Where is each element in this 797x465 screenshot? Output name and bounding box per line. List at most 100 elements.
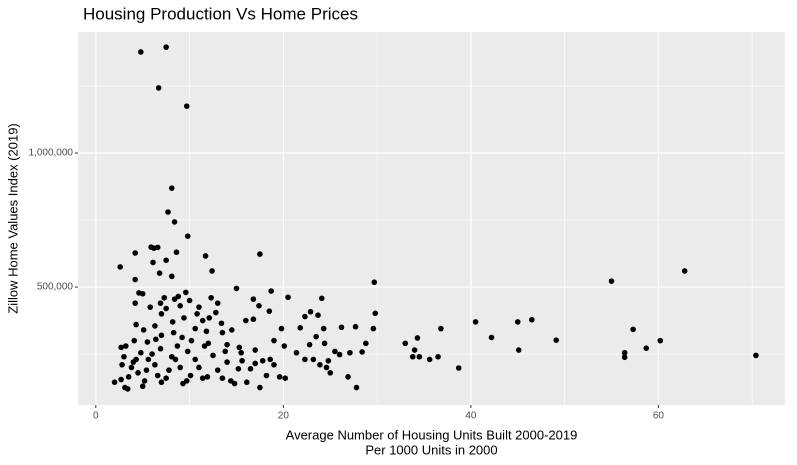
point <box>409 353 416 360</box>
point <box>152 323 158 329</box>
point <box>132 276 138 283</box>
point <box>202 253 209 259</box>
chart-title: Housing Production Vs Home Prices <box>83 4 358 23</box>
point <box>370 325 377 332</box>
point <box>163 257 169 264</box>
point <box>318 295 325 302</box>
point <box>186 297 193 304</box>
point <box>168 273 175 280</box>
point <box>173 249 180 256</box>
point <box>297 324 304 331</box>
point <box>184 348 191 355</box>
point <box>179 334 185 341</box>
point <box>332 348 338 355</box>
point <box>338 324 345 331</box>
point <box>156 270 163 276</box>
point <box>131 337 138 344</box>
point <box>325 357 332 364</box>
point <box>243 317 249 324</box>
point <box>657 337 664 344</box>
point <box>163 44 169 50</box>
point <box>206 315 213 321</box>
point <box>184 233 191 239</box>
point <box>327 370 334 376</box>
point <box>199 317 206 324</box>
point <box>118 344 124 351</box>
point <box>125 374 132 380</box>
point <box>224 359 230 365</box>
point <box>231 380 238 387</box>
point <box>643 345 650 351</box>
point <box>372 310 379 317</box>
point <box>302 313 308 320</box>
y-axis-label: Zillow Home Values Index (2019) <box>5 123 20 314</box>
point <box>183 289 189 296</box>
point <box>271 361 277 368</box>
point <box>199 375 206 381</box>
point <box>455 365 462 371</box>
point <box>158 332 165 339</box>
point <box>257 384 263 391</box>
point <box>194 311 200 317</box>
point <box>317 361 323 368</box>
point <box>250 296 257 302</box>
point <box>135 370 141 376</box>
point <box>323 364 330 371</box>
point <box>177 303 184 309</box>
point <box>196 304 202 310</box>
point <box>359 349 365 355</box>
point <box>218 320 225 327</box>
point <box>158 311 165 317</box>
point <box>268 288 274 294</box>
point <box>416 353 423 360</box>
point <box>196 364 202 371</box>
x-tick-label: 20 <box>278 411 290 422</box>
point <box>150 259 156 266</box>
point <box>136 290 142 296</box>
point <box>278 325 285 332</box>
point <box>281 343 288 349</box>
point <box>233 285 240 292</box>
point <box>214 367 221 373</box>
point <box>165 209 171 215</box>
point <box>171 296 178 302</box>
point <box>414 335 421 341</box>
point <box>243 379 250 386</box>
point <box>313 333 319 340</box>
point <box>121 353 127 360</box>
point <box>138 349 144 356</box>
point <box>353 384 360 391</box>
point <box>157 345 164 352</box>
point <box>119 361 125 368</box>
point <box>214 300 221 306</box>
point <box>426 356 433 363</box>
point <box>276 374 283 380</box>
point <box>124 386 131 392</box>
x-axis-label: Average Number of Housing Units Built 20… <box>286 427 578 442</box>
point <box>321 340 328 347</box>
point <box>293 349 300 356</box>
point <box>239 357 245 364</box>
point <box>145 356 152 363</box>
point <box>488 334 495 341</box>
point <box>192 356 199 363</box>
point <box>161 294 168 301</box>
point <box>152 361 158 368</box>
point <box>158 379 165 386</box>
point <box>111 379 118 386</box>
point <box>183 103 190 109</box>
point <box>252 360 259 367</box>
point <box>147 304 154 310</box>
point <box>224 341 230 348</box>
point <box>157 300 164 306</box>
point <box>235 366 242 372</box>
point <box>163 305 169 312</box>
y-tick-label: 500,000 <box>37 282 74 293</box>
point <box>271 337 277 344</box>
point <box>192 325 199 332</box>
point <box>219 375 226 381</box>
y-tick-label: 1,000,000 <box>29 148 74 159</box>
point <box>123 343 129 349</box>
point <box>117 264 123 270</box>
